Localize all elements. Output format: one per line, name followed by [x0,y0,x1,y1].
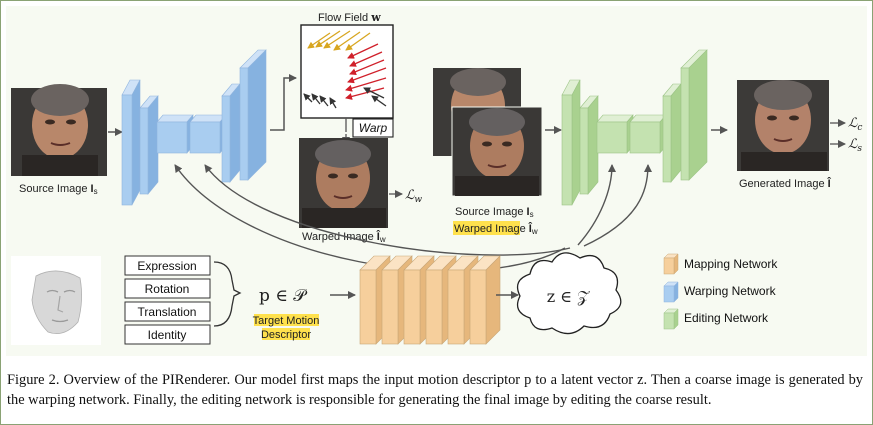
legend-swatch-mapping [663,257,675,275]
source-image [11,84,107,176]
descriptor-box [124,301,211,322]
latent-symbol: z ∈ 𝒵 [547,287,590,306]
flow-vector-arrow [349,59,385,75]
stack-source-label: Source Image Is [455,206,534,219]
motion-label-line2: Descriptor [261,329,311,341]
face-mesh-image [11,256,101,345]
legend: Mapping Network Warping Network Editing … [663,253,778,330]
descriptor-list: Expression Rotation Translation Identity [124,255,211,345]
flow-vector-arrow [303,93,313,103]
stack-warped-image [451,106,543,197]
loss-c: ℒc [848,116,862,133]
flow-vector-arrow [371,95,387,107]
flow-vector-arrow [315,30,341,48]
stack-warped-highlight [453,221,520,235]
editing-network [561,49,708,206]
descriptor-expression: Expression [137,259,196,273]
flow-vector-arrow [345,77,387,92]
descriptor-box [124,278,211,299]
legend-label-warping: Warping Network [684,284,777,298]
mapping-layer [469,269,487,345]
flow-vector-arrow [363,87,385,99]
warped-image-label: Warped Image Îw [302,230,386,244]
descriptor-identity: Identity [148,328,187,342]
motion-label-highlight [254,314,319,326]
mapping-layer [447,269,465,345]
loss-s: ℒs [848,137,862,154]
legend-swatch-editing [663,312,675,330]
mapping-layer-side [485,255,501,345]
legend-label-editing: Editing Network [684,311,769,325]
mapping-layer [425,269,443,345]
loss-w: ℒw [405,188,422,205]
mapping-layer [359,269,377,345]
motion-label-line1: Target Motion [253,315,320,327]
pirenderer-diagram: Source Image Is Flow Field w Warp [11,11,862,345]
motion-symbol: p ∈ 𝒫 [259,286,307,306]
motion-label-highlight [262,328,310,340]
descriptor-box [124,324,211,345]
flow-vector-arrow [329,97,337,109]
warped-image [299,138,388,228]
latent-cloud [516,252,622,335]
flow-vector-arrow [323,30,351,49]
flow-vector-arrow [349,51,383,67]
latent-injection-curves [174,164,652,272]
source-image-label: Source Image Is [19,183,98,196]
warping-network [121,49,267,206]
descriptor-box [124,255,211,276]
descriptor-rotation: Rotation [145,282,190,296]
flow-vector-arrow [347,67,387,84]
flow-vector-arrow [333,31,361,51]
flow-vector-arrow [347,43,379,59]
descriptor-brace [213,261,242,327]
flow-vector-arrow [319,95,329,107]
legend-label-mapping: Mapping Network [684,257,778,271]
figure-caption: Figure 2. Overview of the PIRenderer. Ou… [7,372,863,408]
descriptor-translation: Translation [138,305,197,319]
flow-vector-arrow [307,32,331,49]
warp-box [352,118,394,138]
flow-vector-arrow [345,32,371,51]
arrow-to-flow-field [270,74,297,131]
mapping-layer [381,269,399,345]
generated-image [737,80,829,171]
flow-field-title: Flow Field w [318,11,381,24]
flow-field-box [300,24,394,119]
mapping-layer [403,269,421,345]
warp-label: Warp [359,121,388,135]
flow-vector-arrow [311,93,321,105]
generated-image-label: Generated Image Î [739,177,832,190]
stack-warped-label: Warped Image Îw [454,222,538,236]
mapping-network [359,255,501,345]
legend-swatch-warping [663,285,675,303]
flow-field-arrows [303,30,387,109]
